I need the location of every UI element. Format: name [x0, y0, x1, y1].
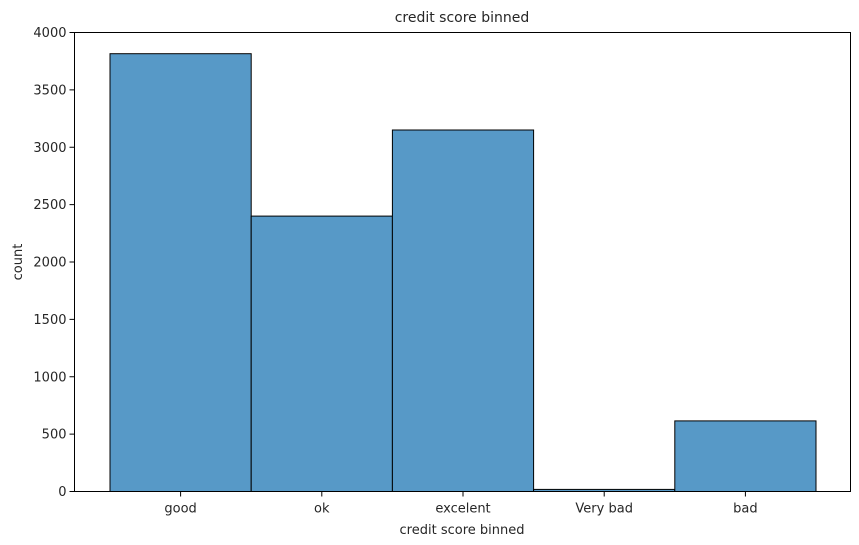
chart-title: credit score binned	[395, 10, 530, 26]
plot-frame	[74, 32, 851, 492]
y-tick-label: 1500	[33, 313, 66, 328]
bar-good	[109, 53, 252, 492]
y-ticks-group: 0 500 1000 1500 2000 2500 3000 3500 4000	[33, 26, 75, 500]
y-tick-label: 4000	[33, 26, 66, 41]
x-tick-label: ok	[314, 502, 330, 517]
y-tick-label: 500	[42, 428, 67, 443]
y-tick-label: 1000	[33, 370, 66, 385]
x-tick-label: excelent	[435, 502, 490, 517]
y-tick-label: 3500	[33, 83, 66, 98]
y-tick-label: 2000	[33, 256, 66, 271]
x-tick-label: good	[164, 502, 196, 517]
x-tick-label: bad	[733, 502, 757, 517]
bar-bad	[674, 420, 817, 492]
bar-excelent	[391, 129, 535, 492]
y-tick-label: 3000	[33, 141, 66, 156]
x-axis-label: credit score binned	[400, 523, 525, 538]
bar-ok	[250, 215, 393, 492]
x-tick-label: Very bad	[575, 502, 633, 517]
y-tick-label: 2500	[33, 198, 66, 213]
y-tick-label: 0	[58, 485, 66, 500]
bars-group	[109, 53, 817, 492]
x-ticks-group: good ok excelent Very bad bad	[164, 491, 758, 517]
y-axis-label: count	[11, 244, 26, 281]
